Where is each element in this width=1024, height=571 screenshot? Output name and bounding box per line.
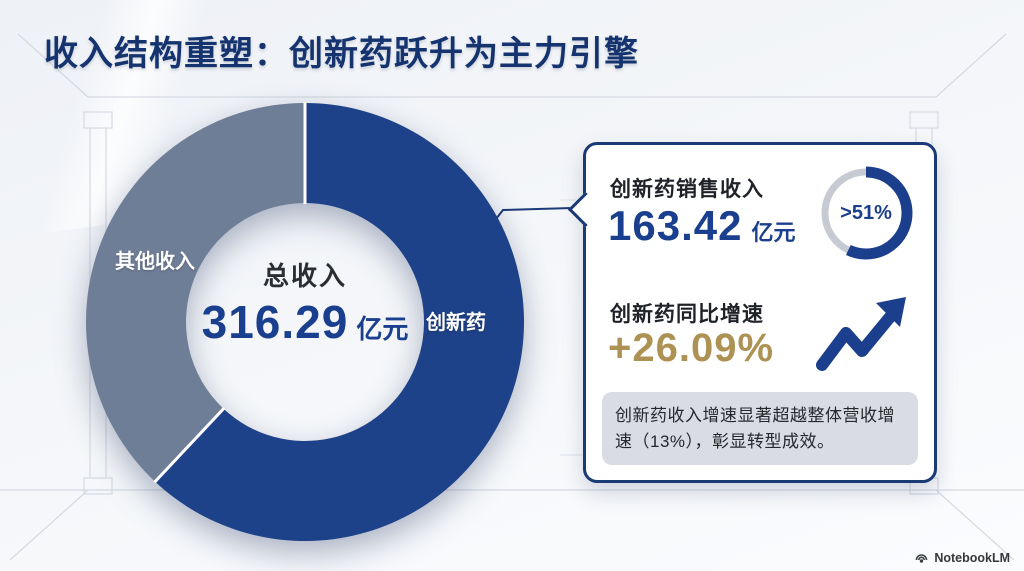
sales-revenue-label: 创新药销售收入	[610, 178, 764, 201]
donut-center-text: 总收入 316.29 亿元	[185, 256, 425, 346]
summary-note: 创新药收入增速显著超越整体营收增速（13%），彰显转型成效。	[602, 392, 918, 465]
innovative-drug-info-panel: 创新药销售收入 163.42 亿元 >51% 创新药同比增速 +26.09% 创…	[567, 142, 937, 483]
sales-revenue-value-row: 163.42 亿元	[608, 202, 796, 249]
total-revenue-unit: 亿元	[356, 314, 409, 344]
total-revenue-label: 总收入	[262, 261, 347, 291]
revenue-donut-chart	[85, 102, 525, 542]
sales-revenue-unit: 亿元	[751, 220, 796, 245]
sales-revenue-value: 163.42	[608, 202, 743, 249]
growth-rate-label: 创新药同比增速	[610, 303, 764, 326]
notebooklm-logo-icon	[916, 554, 928, 563]
trending-up-arrow-icon	[816, 297, 906, 371]
share-progress-ring: >51%	[816, 163, 916, 263]
slice-label-other-revenue: 其他收入	[115, 251, 195, 273]
donut-segments	[85, 102, 525, 541]
slice-label-innovative-drug: 创新药	[426, 312, 486, 334]
page-title: 收入结构重塑：创新药跃升为主力引擎	[44, 35, 639, 73]
share-percent-text: >51%	[840, 201, 892, 224]
notebooklm-label: NotebookLM	[934, 551, 1010, 565]
notebooklm-watermark: NotebookLM	[914, 551, 1010, 565]
growth-rate-value: +26.09%	[608, 326, 775, 370]
total-revenue-value: 316.29	[201, 296, 349, 348]
